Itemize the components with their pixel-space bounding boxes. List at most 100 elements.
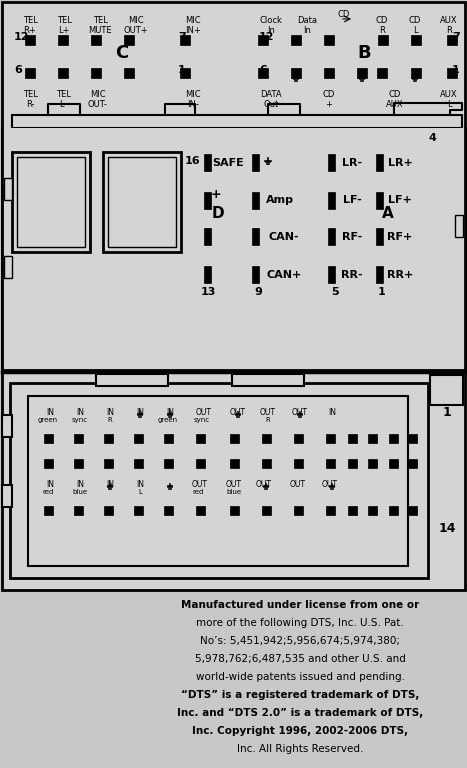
Text: CD
AUX: CD AUX	[386, 90, 404, 109]
Bar	[411, 68, 421, 78]
Text: IN: IN	[136, 480, 144, 489]
Bar	[376, 192, 383, 209]
Bar	[411, 35, 421, 45]
Bar	[291, 68, 301, 78]
Bar	[455, 215, 463, 237]
Bar	[389, 506, 398, 515]
Bar	[12, 152, 90, 252]
Text: CAN-: CAN-	[269, 232, 299, 242]
Bar	[104, 506, 113, 515]
Bar	[324, 35, 334, 45]
Bar	[44, 459, 53, 468]
Text: CD
R: CD R	[376, 16, 388, 35]
Bar	[4, 256, 12, 278]
Bar	[17, 157, 85, 247]
Bar	[164, 459, 173, 468]
Text: DATA
Out: DATA Out	[260, 90, 282, 109]
Text: 7: 7	[452, 32, 460, 42]
Text: LR+: LR+	[388, 158, 412, 168]
Bar	[230, 506, 239, 515]
Text: IN: IN	[166, 408, 174, 417]
Text: IN: IN	[76, 408, 84, 417]
Text: IN: IN	[46, 408, 54, 417]
Text: RR+: RR+	[387, 270, 413, 280]
Text: OUT: OUT	[256, 480, 272, 489]
Text: TEL
L-: TEL L-	[56, 90, 71, 109]
Text: CD: CD	[338, 10, 350, 19]
Bar	[294, 506, 303, 515]
Bar	[368, 434, 377, 443]
Text: 9: 9	[254, 287, 262, 297]
Bar	[326, 434, 335, 443]
Text: TEL
MUTE: TEL MUTE	[88, 16, 112, 35]
Text: 16: 16	[185, 156, 201, 166]
Bar	[74, 459, 83, 468]
Bar	[408, 506, 417, 515]
Text: TEL
R-: TEL R-	[22, 90, 37, 109]
Bar	[389, 459, 398, 468]
Bar	[368, 459, 377, 468]
Text: Inc. Copyright 1996, 2002-2006 DTS,: Inc. Copyright 1996, 2002-2006 DTS,	[192, 726, 408, 736]
Bar	[328, 266, 335, 283]
Bar	[348, 459, 357, 468]
Bar	[262, 434, 271, 443]
Text: IN: IN	[328, 408, 336, 417]
Text: 13: 13	[200, 287, 216, 297]
Bar	[134, 434, 143, 443]
Bar	[91, 35, 101, 45]
Text: “DTS” is a registered trademark of DTS,: “DTS” is a registered trademark of DTS,	[181, 690, 419, 700]
Text: 6: 6	[259, 65, 267, 75]
Text: blue: blue	[226, 489, 241, 495]
Text: CAN+: CAN+	[266, 270, 302, 280]
Text: 12: 12	[14, 32, 29, 42]
Bar	[324, 68, 334, 78]
Bar	[328, 154, 335, 171]
Bar	[230, 434, 239, 443]
Text: 12: 12	[259, 32, 275, 42]
Bar	[294, 459, 303, 468]
Bar	[252, 228, 259, 245]
Bar	[180, 68, 190, 78]
Text: MIC
IN-: MIC IN-	[185, 90, 201, 109]
Bar	[196, 434, 205, 443]
Bar	[252, 154, 259, 171]
Bar	[252, 192, 259, 209]
Bar	[91, 68, 101, 78]
Bar	[124, 35, 134, 45]
Text: Clock
In: Clock In	[260, 16, 283, 35]
Text: C: C	[115, 44, 128, 62]
Text: green: green	[158, 417, 178, 423]
Text: sync: sync	[72, 417, 88, 423]
Text: 7: 7	[178, 32, 186, 42]
Text: green: green	[38, 417, 58, 423]
Text: OUT: OUT	[260, 408, 276, 417]
Text: AUX
L: AUX L	[440, 90, 458, 109]
Text: TEL
L+: TEL L+	[57, 16, 71, 35]
Text: OUT: OUT	[292, 408, 308, 417]
Text: IN: IN	[106, 408, 114, 417]
Bar	[328, 228, 335, 245]
Text: TEL
R+: TEL R+	[22, 16, 37, 35]
Bar	[204, 266, 211, 283]
Text: RR-: RR-	[341, 270, 363, 280]
Bar	[204, 228, 211, 245]
Text: RF+: RF+	[387, 232, 413, 242]
Bar	[164, 434, 173, 443]
Text: No’s: 5,451,942;5,956,674;5,974,380;: No’s: 5,451,942;5,956,674;5,974,380;	[200, 636, 400, 646]
Bar	[447, 35, 457, 45]
Bar	[252, 266, 259, 283]
Bar	[430, 375, 463, 405]
Bar	[389, 434, 398, 443]
Bar	[196, 459, 205, 468]
Bar	[25, 35, 35, 45]
Bar	[4, 178, 12, 200]
Text: OUT: OUT	[192, 480, 208, 489]
Bar	[376, 154, 383, 171]
Text: LF+: LF+	[388, 195, 412, 205]
Text: red: red	[42, 489, 54, 495]
Text: Manufactured under license from one or: Manufactured under license from one or	[181, 600, 419, 610]
Bar	[294, 434, 303, 443]
Text: red: red	[192, 489, 204, 495]
Text: IN: IN	[76, 480, 84, 489]
Bar	[2, 415, 12, 437]
